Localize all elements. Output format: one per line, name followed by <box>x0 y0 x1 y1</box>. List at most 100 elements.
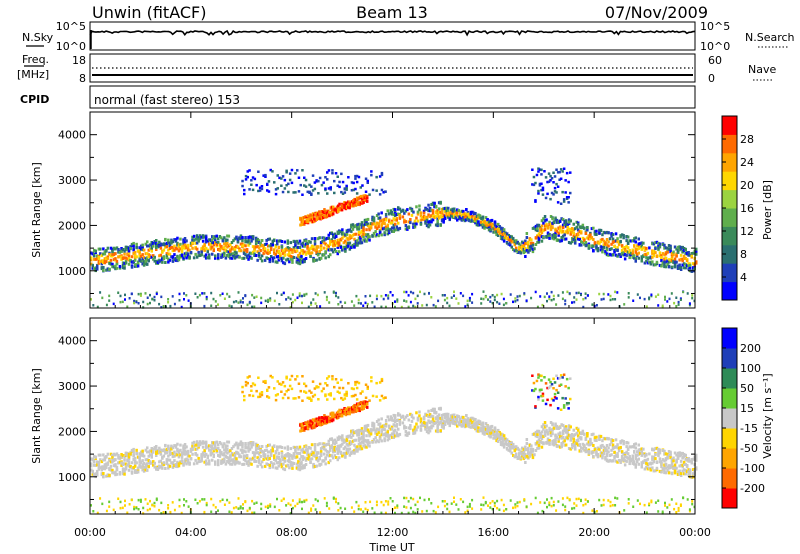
scatter-cell <box>498 434 501 437</box>
scatter-cell <box>352 181 355 185</box>
scatter-cell <box>330 213 334 217</box>
scatter-cell <box>102 252 105 256</box>
scatter-cell <box>551 226 554 230</box>
scatter-cell <box>198 253 202 257</box>
scatter-cell <box>555 303 558 306</box>
scatter-cell <box>121 463 125 466</box>
scatter-cell <box>623 246 627 249</box>
scatter-cell <box>643 252 647 256</box>
scatter-cell <box>448 304 451 308</box>
scatter-cell <box>345 447 349 451</box>
scatter-cell <box>167 260 170 264</box>
scatter-cell <box>297 245 300 249</box>
scatter-cell <box>242 251 246 255</box>
scatter-cell <box>412 416 415 420</box>
scatter-cell <box>197 456 200 460</box>
scatter-cell <box>424 207 427 211</box>
scatter-cell <box>226 459 229 463</box>
scatter-cell <box>518 452 521 456</box>
scatter-cell <box>590 236 594 240</box>
scatter-cell <box>542 217 545 221</box>
scatter-cell <box>540 430 544 434</box>
scatter-cell <box>474 215 477 219</box>
scatter-cell <box>386 209 389 213</box>
scatter-cell <box>212 243 215 247</box>
scatter-cell <box>633 239 636 243</box>
scatter-cell <box>547 180 551 183</box>
scatter-cell <box>605 248 609 252</box>
scatter-cell <box>667 265 671 269</box>
scatter-cell <box>646 261 650 265</box>
scatter-cell <box>109 246 113 250</box>
scatter-cell <box>550 177 554 180</box>
scatter-cell <box>345 451 349 455</box>
scatter-cell <box>186 454 190 458</box>
scatter-cell <box>91 252 94 256</box>
scatter-cell <box>121 467 125 471</box>
scatter-cell <box>673 245 677 249</box>
scatter-cell <box>546 299 548 303</box>
scatter-cell <box>483 226 486 230</box>
scatter-cell <box>338 456 341 460</box>
power-ylabel: Slant Range [km] <box>30 162 43 258</box>
scatter-cell <box>93 267 96 271</box>
scatter-cell <box>304 463 308 466</box>
scatter-cell <box>362 434 365 438</box>
scatter-cell <box>486 225 489 229</box>
scatter-cell <box>590 244 594 248</box>
scatter-cell <box>424 421 427 425</box>
scatter-cell <box>543 434 547 438</box>
scatter-cell <box>291 456 294 460</box>
scatter-cell <box>356 429 359 433</box>
scatter-cell <box>161 260 164 264</box>
scatter-cell <box>663 246 666 250</box>
scatter-cell <box>397 212 400 216</box>
scatter-cell <box>235 451 238 454</box>
scatter-cell <box>356 227 359 231</box>
scatter-cell <box>540 188 543 192</box>
scatter-cell <box>318 442 321 446</box>
scatter-cell <box>218 235 222 238</box>
scatter-cell <box>226 253 229 257</box>
scatter-cell <box>569 230 572 233</box>
scatter-cell <box>133 263 137 267</box>
scatter-cell <box>457 415 460 419</box>
scatter-cell <box>540 182 543 185</box>
scatter-cell <box>162 305 165 308</box>
scatter-cell <box>380 294 383 298</box>
scatter-cell <box>538 182 542 186</box>
scatter-cell <box>509 444 512 448</box>
scatter-cell <box>322 253 326 257</box>
nsky-tick-top-left: 10^5 <box>56 20 86 33</box>
scatter-cell <box>356 445 359 449</box>
scatter-cell <box>569 227 572 231</box>
scatter-cell <box>270 248 273 252</box>
scatter-cell <box>281 190 285 194</box>
scatter-cell <box>109 258 113 262</box>
scatter-cell <box>194 237 197 241</box>
scatter-cell <box>332 242 335 246</box>
scatter-cell <box>537 170 540 173</box>
scatter-cell <box>91 266 94 270</box>
scatter-cell <box>555 444 559 448</box>
scatter-cell <box>550 290 553 294</box>
scatter-cell <box>534 290 537 294</box>
scatter-cell <box>646 251 650 255</box>
scatter-cell <box>518 246 521 250</box>
scatter-cell <box>607 253 610 257</box>
scatter-cell <box>447 421 450 425</box>
scatter-cell <box>493 230 497 234</box>
scatter-cell <box>493 227 497 231</box>
scatter-cell <box>281 175 285 178</box>
scatter-cell <box>572 231 575 235</box>
scatter-cell <box>398 413 402 417</box>
scatter-cell <box>425 413 429 417</box>
scatter-cell <box>147 454 150 458</box>
scatter-cell <box>409 412 412 416</box>
scatter-cell <box>505 232 509 236</box>
scatter-cell <box>226 440 229 444</box>
scatter-cell <box>524 453 527 456</box>
scatter-cell <box>434 416 438 420</box>
scatter-cell <box>313 213 316 217</box>
scatter-cell <box>304 185 308 188</box>
